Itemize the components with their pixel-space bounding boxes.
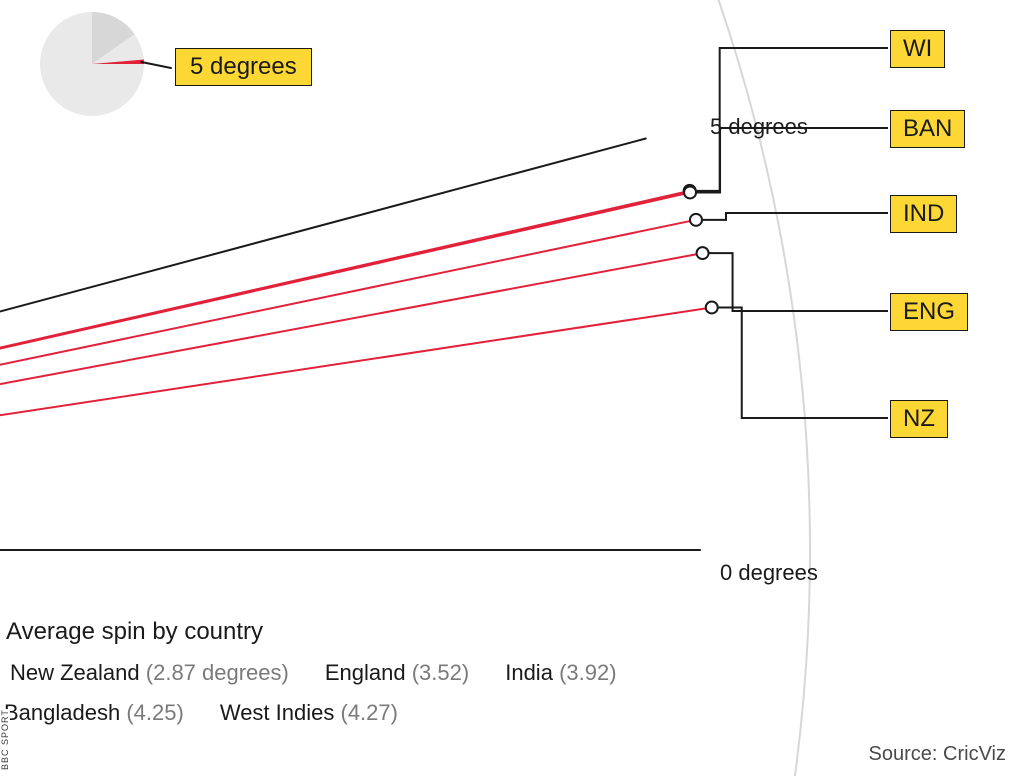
country-badge-eng: ENG xyxy=(890,293,968,331)
spin-line-ind xyxy=(0,220,696,366)
footer-item-value: (2.87 degrees) xyxy=(146,660,289,685)
leader-eng xyxy=(709,253,888,311)
footer-title: Average spin by country xyxy=(6,618,263,646)
country-badge-wi: WI xyxy=(890,30,945,68)
leader-ind xyxy=(702,213,888,220)
country-badge-nz: NZ xyxy=(890,400,948,438)
pie-pointer xyxy=(141,62,171,68)
spin-marker-eng xyxy=(697,247,709,259)
spin-marker-nz xyxy=(706,301,718,313)
footer-item-value: (3.52) xyxy=(412,660,469,685)
footer-item-value: (3.92) xyxy=(559,660,616,685)
axis-label-0deg: 0 degrees xyxy=(720,560,818,586)
chart-canvas: 5 degrees 5 degrees 0 degrees WI BAN IND EN… xyxy=(0,0,1024,776)
footer-item: India (3.92) xyxy=(505,660,616,685)
source-credit: Source: CricViz xyxy=(869,743,1006,766)
spin-line-eng xyxy=(0,253,703,385)
footer-item-value: (4.25) xyxy=(126,700,183,725)
axis-label-5deg: 5 degrees xyxy=(710,114,808,140)
footer-item-name: Bangladesh xyxy=(4,700,120,725)
footer-item: England (3.52) xyxy=(325,660,469,685)
footer-item-name: New Zealand xyxy=(10,660,140,685)
footer-item: Bangladesh (4.25) xyxy=(4,700,184,725)
spin-marker-ind xyxy=(690,214,702,226)
pie-5deg-badge: 5 degrees xyxy=(175,48,312,86)
axis-line-5deg xyxy=(0,138,646,312)
footer-row: New Zealand (2.87 degrees) England (3.52)… xyxy=(10,660,653,686)
footer-row: Bangladesh (4.25) West Indies (4.27) xyxy=(4,700,434,726)
footer-item: New Zealand (2.87 degrees) xyxy=(10,660,289,685)
spin-marker-ban xyxy=(684,186,696,198)
vertical-credit: BBC SPORT xyxy=(0,709,10,770)
footer-item-value: (4.27) xyxy=(341,700,398,725)
footer-item-name: England xyxy=(325,660,406,685)
country-badge-ind: IND xyxy=(890,195,957,233)
footer-item: West Indies (4.27) xyxy=(220,700,398,725)
footer-item-name: West Indies xyxy=(220,700,335,725)
country-badge-ban: BAN xyxy=(890,110,965,148)
footer-item-name: India xyxy=(505,660,553,685)
